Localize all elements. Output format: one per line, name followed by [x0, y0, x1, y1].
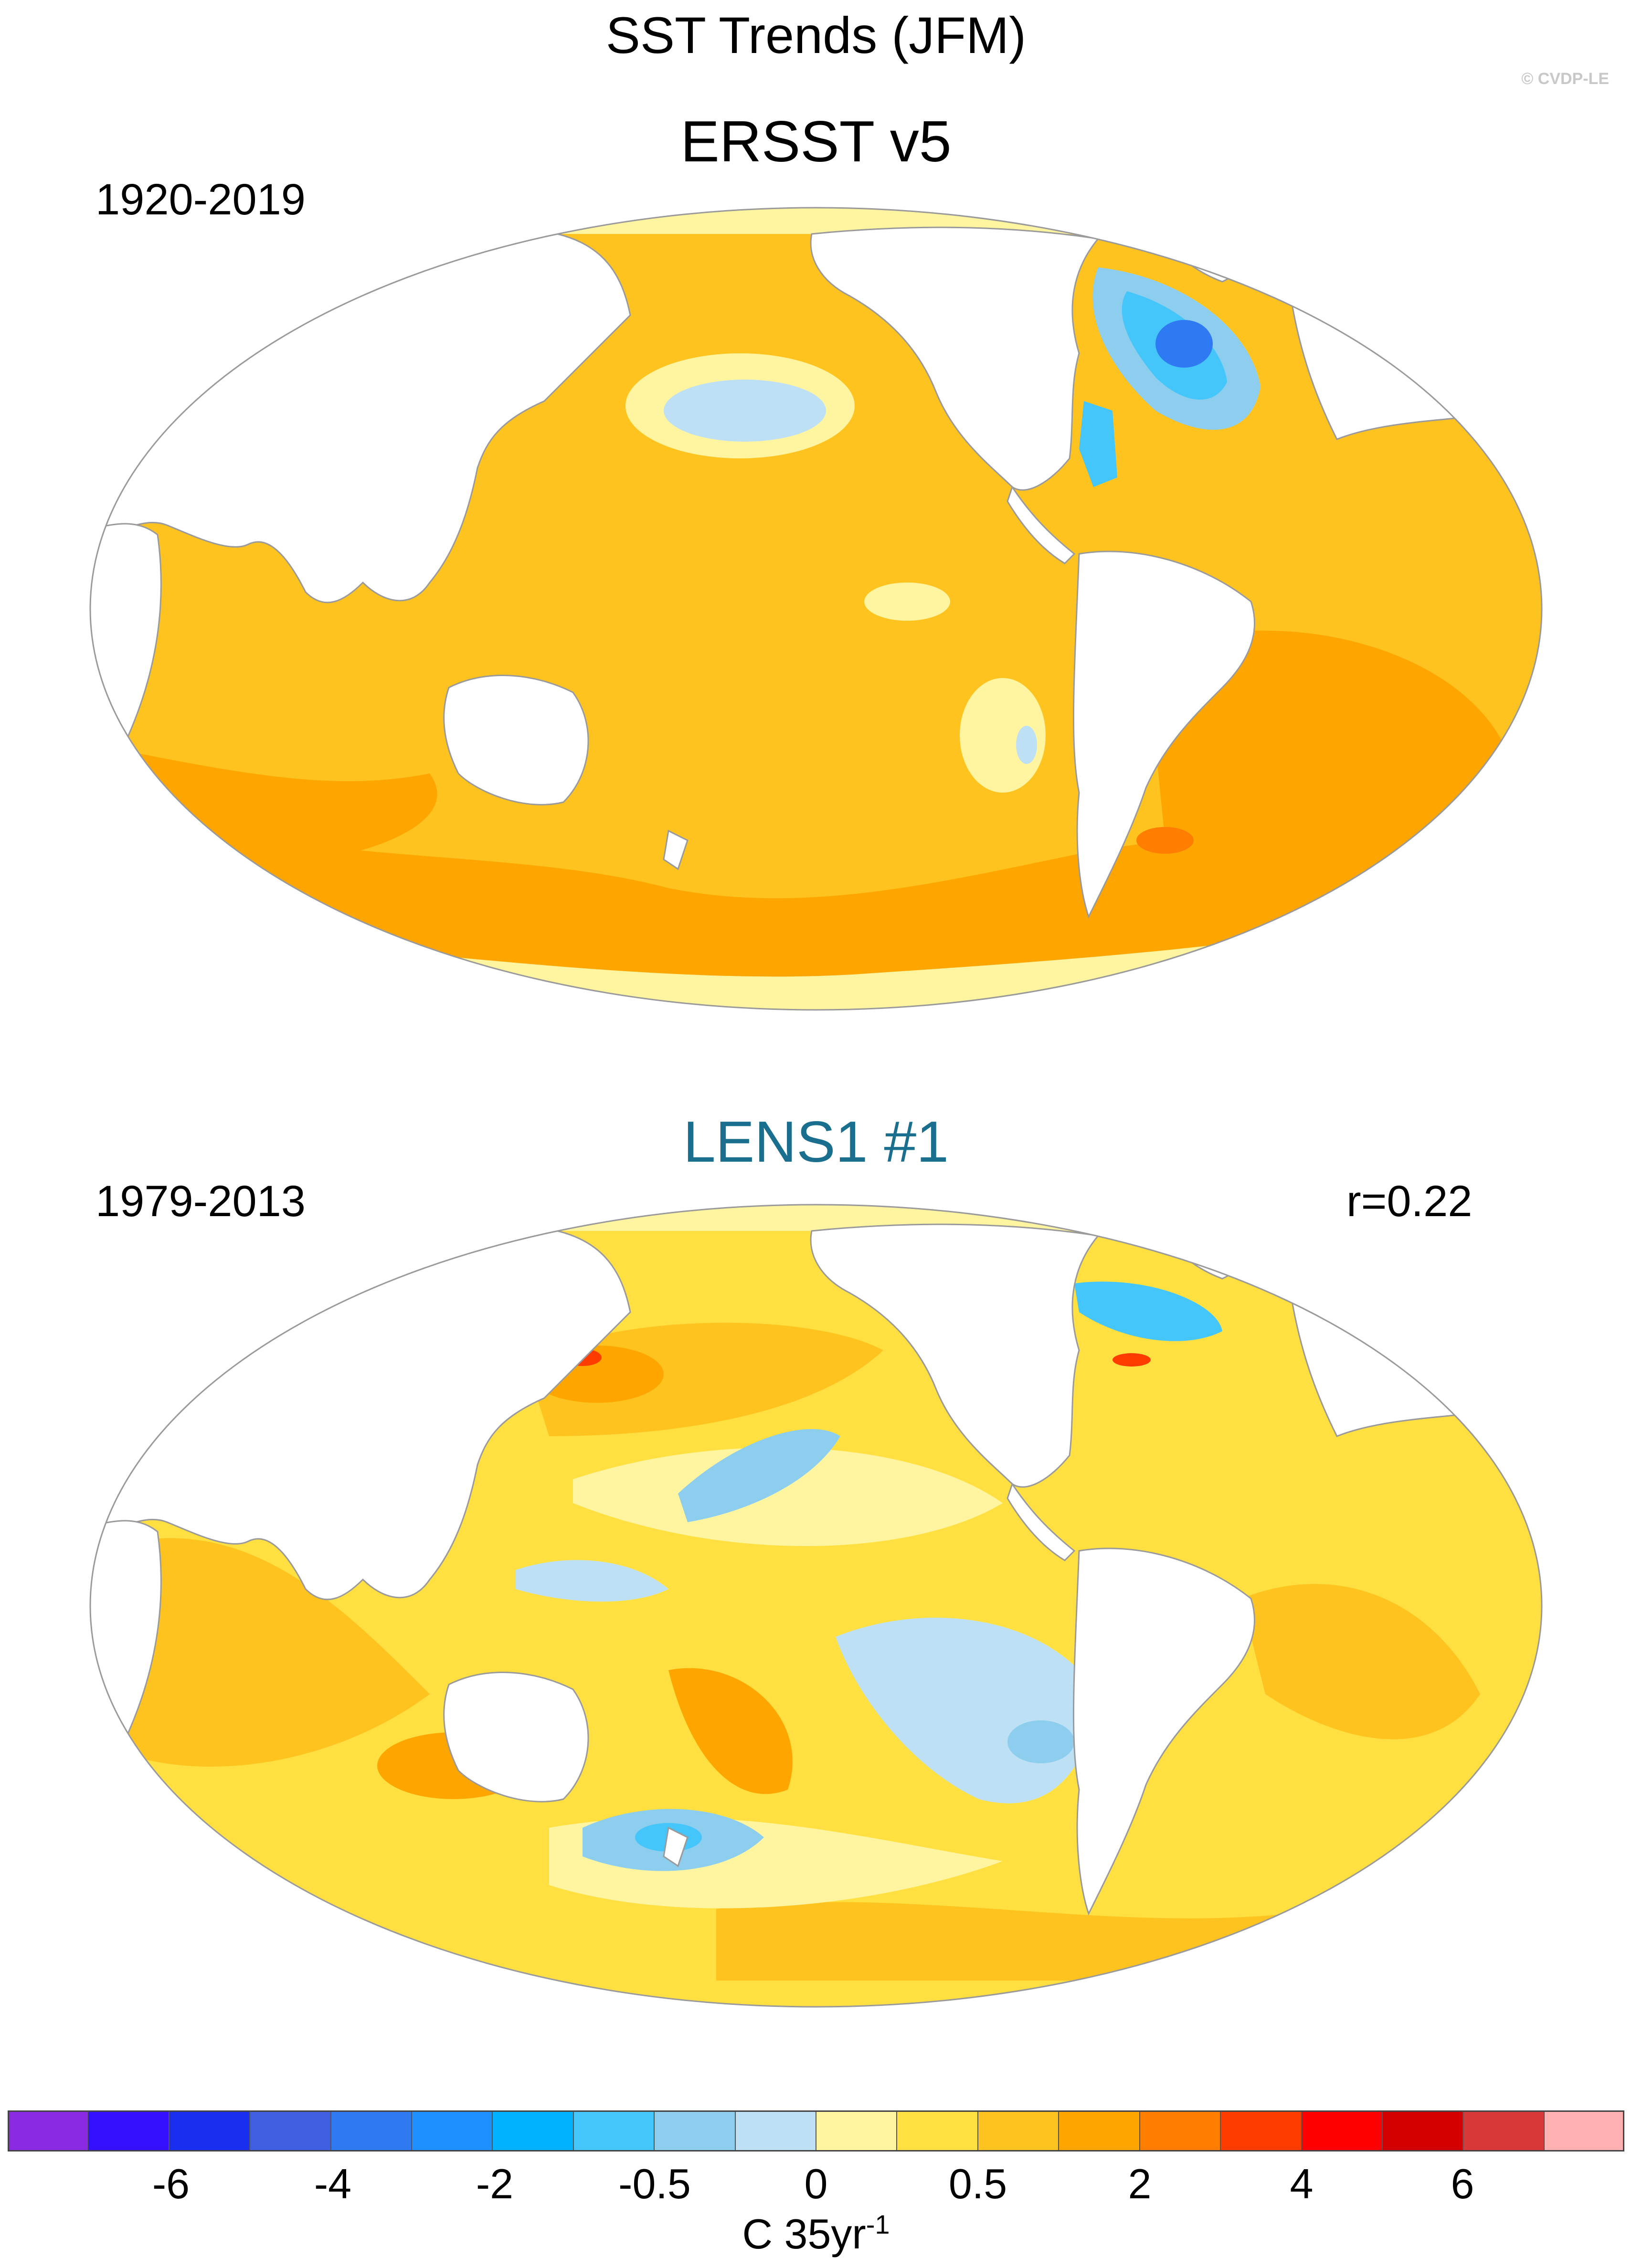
central-pacific-pale [864, 583, 950, 621]
units-exponent: -1 [866, 2209, 890, 2239]
colorbar-swatch [331, 2110, 413, 2151]
central-north-pacific-cooling [678, 1429, 840, 1522]
colorbar-swatch [1302, 2110, 1383, 2151]
southeast-pacific-core [1007, 1720, 1074, 1763]
colorbar-swatch [1221, 2110, 1302, 2151]
colorbar-tick: 0.5 [948, 2160, 1007, 2207]
north-atlantic-cooling-core [1155, 320, 1213, 368]
colorbar-swatch [8, 2110, 89, 2151]
map-outline [89, 207, 1543, 1011]
colorbar [8, 2110, 1625, 2151]
south-atlantic-warming [1241, 1584, 1480, 1739]
colorbar-tick: 4 [1290, 2160, 1314, 2207]
arctic-band [90, 1205, 1542, 1231]
colorbar-tick: 2 [1128, 2160, 1152, 2207]
indian-warming [95, 1538, 430, 1767]
arctic-band [90, 208, 1542, 234]
west-pacific-cooling [516, 1560, 668, 1602]
colorbar-tick: -6 [152, 2160, 190, 2207]
gulf-stream-hotspot [1113, 1353, 1151, 1367]
figure-title: SST Trends (JFM) [605, 6, 1027, 64]
panel-title-ersst: ERSST v5 [680, 109, 952, 174]
east-pacific-cooling [1016, 726, 1037, 764]
panel-period-lens1: 1979-2013 [95, 1177, 306, 1226]
colorbar-swatch [169, 2110, 251, 2151]
north-pacific-pale [573, 1447, 1003, 1546]
colorbar-swatch [493, 2110, 574, 2151]
east-pacific-pale [960, 678, 1046, 793]
colorbar-swatch [735, 2110, 817, 2151]
colorbar-tick: -0.5 [618, 2160, 691, 2207]
watermark: © CVDP-LE [1521, 70, 1609, 88]
map-lens1 [89, 1204, 1543, 2008]
colorbar-swatch [1382, 2110, 1464, 2151]
land-central-america [1007, 485, 1076, 564]
us-east-coast-cooling [1079, 401, 1117, 487]
colorbar-swatch [816, 2110, 898, 2151]
land-australia [443, 1672, 589, 1802]
colorbar-tick: 0 [804, 2160, 828, 2207]
panel-title-lens1: LENS1 #1 [683, 1109, 949, 1174]
land-south-america [1072, 1547, 1255, 1916]
colorbar-swatch [573, 2110, 655, 2151]
colorbar-swatch [88, 2110, 170, 2151]
colorbar-units: C 35yr-1 [0, 2210, 1632, 2257]
land-new-zealand [663, 829, 689, 870]
north-pacific-cooling [664, 380, 826, 442]
map-ersst [89, 207, 1543, 1011]
land-australia [443, 675, 589, 805]
south-pacific-hotspot [668, 1668, 793, 1794]
colorbar-swatch [1463, 2110, 1545, 2151]
colorbar-tick: 6 [1451, 2160, 1474, 2207]
land-south-america [1072, 551, 1255, 919]
colorbar-swatch [978, 2110, 1060, 2151]
colorbar-swatch [1544, 2110, 1625, 2151]
land-new-zealand [663, 1826, 689, 1867]
antarctic-margin [286, 936, 1385, 1010]
colorbar-swatch [897, 2110, 978, 2151]
map-outline [89, 1204, 1543, 2008]
pattern-correlation: r=0.22 [1346, 1177, 1473, 1226]
land-north-america [810, 1223, 1100, 1488]
units-base: C 35yr [742, 2210, 866, 2257]
colorbar-swatch [655, 2110, 736, 2151]
panel-period-ersst: 1920-2019 [95, 175, 306, 224]
colorbar-swatch [412, 2110, 493, 2151]
colorbar-tick: -2 [476, 2160, 514, 2207]
colorbar-tick: -4 [314, 2160, 352, 2207]
colorbar-swatch [1140, 2110, 1221, 2151]
land-central-america [1007, 1482, 1076, 1561]
colorbar-swatch [250, 2110, 331, 2151]
colorbar-swatch [1059, 2110, 1140, 2151]
north-atlantic-cooling [1074, 1282, 1222, 1341]
south-atlantic-hotspot [1136, 827, 1194, 854]
land-north-america [810, 226, 1100, 491]
